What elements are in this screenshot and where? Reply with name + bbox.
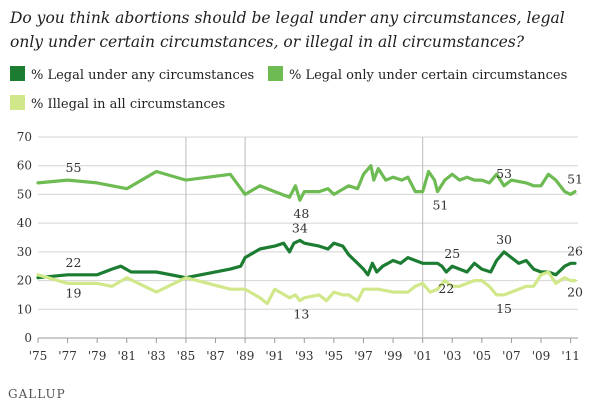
x-tick-label-1997: '97	[354, 349, 373, 363]
data-label-5: 13	[293, 307, 309, 322]
data-label-7: 25	[444, 246, 460, 261]
x-tick-label-1981: '81	[117, 349, 136, 363]
x-tick-label-2003: '03	[443, 349, 462, 363]
legend-label-illegal: % Illegal in all circumstances	[31, 97, 226, 112]
legend-label-legal-certain: % Legal only under certain circumstances	[289, 68, 568, 83]
y-tick-label-30: 30	[17, 245, 32, 259]
y-tick-label-70: 70	[17, 130, 32, 144]
x-tick-label-1977: '77	[58, 349, 77, 363]
gallup-logo: GALLUP	[8, 387, 66, 401]
data-label-12: 51	[567, 172, 583, 187]
y-tick-label-50: 50	[17, 187, 32, 201]
x-tick-label-2001: '01	[413, 349, 432, 363]
x-tick-label-1983: '83	[147, 349, 166, 363]
y-tick-label-10: 10	[17, 302, 32, 316]
legend-item-legal-certain: % Legal only under certain circumstances	[268, 66, 567, 83]
data-label-6: 51	[432, 198, 448, 213]
data-label-3: 48	[293, 206, 309, 221]
legend-swatch-legal-any	[10, 66, 25, 81]
x-tick-label-1985: '85	[177, 349, 196, 363]
data-label-11: 15	[496, 301, 512, 316]
x-tick-label-2007: '07	[502, 349, 521, 363]
x-tick-label-2005: '05	[473, 349, 492, 363]
data-label-14: 20	[567, 285, 583, 300]
line-legal-any	[36, 238, 577, 280]
x-tick-label-1989: '89	[236, 349, 255, 363]
x-tick-label-1979: '79	[88, 349, 107, 363]
x-tick-label-2011: '11	[561, 349, 580, 363]
chart-title: Do you think abortions should be legal u…	[10, 9, 565, 51]
data-label-9: 53	[496, 166, 512, 181]
legend-item-legal-any: % Legal under any circumstances	[10, 66, 254, 83]
y-tick-label-40: 40	[17, 216, 32, 230]
legend-label-legal-any: % Legal under any circumstances	[31, 68, 255, 83]
legend-swatch-illegal	[10, 95, 25, 110]
x-tick-label-1999: '99	[384, 349, 403, 363]
x-tick-label-1993: '93	[295, 349, 314, 363]
x-tick-label-1995: '95	[325, 349, 344, 363]
legend-item-illegal: % Illegal in all circumstances	[10, 95, 225, 112]
x-tick-label-1975: '75	[29, 349, 48, 363]
x-tick-label-1987: '87	[206, 349, 225, 363]
data-label-1: 22	[66, 255, 82, 270]
line-legal-certain	[36, 164, 577, 202]
y-tick-label-0: 0	[24, 331, 32, 345]
line-illegal	[36, 270, 577, 306]
data-label-13: 26	[567, 243, 583, 258]
data-label-10: 30	[496, 232, 512, 247]
data-label-4: 34	[292, 220, 308, 235]
x-tick-label-1991: '91	[265, 349, 284, 363]
data-label-2: 19	[66, 285, 82, 300]
y-tick-label-20: 20	[17, 274, 32, 288]
legend-swatch-legal-certain	[268, 66, 283, 81]
data-label-0: 55	[66, 160, 82, 175]
x-tick-label-2009: '09	[532, 349, 551, 363]
y-tick-label-60: 60	[17, 159, 32, 173]
data-label-8: 22	[438, 281, 454, 296]
